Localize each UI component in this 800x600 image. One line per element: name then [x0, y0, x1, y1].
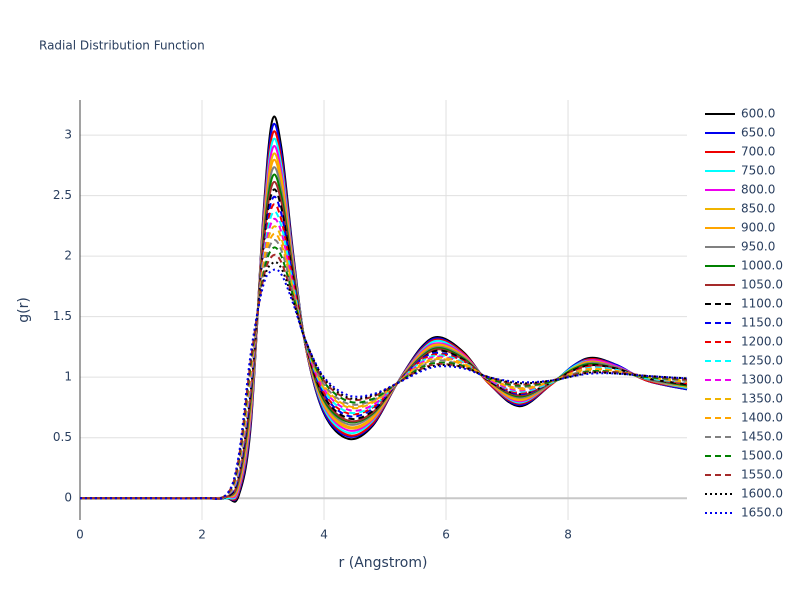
- y-tick-label: 1.5: [53, 309, 72, 323]
- y-tick-label: 0.5: [53, 430, 72, 444]
- legend-label[interactable]: 850.0: [741, 202, 775, 216]
- series-line: [79, 115, 688, 503]
- legend-label[interactable]: 1100.0: [741, 297, 783, 311]
- legend: 600.0 650.0 700.0 750.0 800.0 850.0 900.0 950.0…: [705, 107, 783, 520]
- x-tick-label: 8: [564, 528, 572, 542]
- legend-label[interactable]: 1200.0: [741, 335, 783, 349]
- series-line: [79, 152, 688, 500]
- series-line: [79, 253, 688, 500]
- legend-label[interactable]: 1400.0: [741, 411, 783, 425]
- legend-label[interactable]: 1500.0: [741, 449, 783, 463]
- series-line: [79, 180, 688, 500]
- series-line: [79, 158, 688, 500]
- legend-label[interactable]: 900.0: [741, 221, 775, 235]
- x-tick-label: 4: [320, 528, 328, 542]
- chart-title: Radial Distribution Function: [39, 39, 205, 53]
- y-tick-label: 3: [64, 128, 72, 142]
- series-line: [79, 173, 688, 500]
- legend-label[interactable]: 1450.0: [741, 430, 783, 444]
- series-line: [79, 203, 688, 500]
- legend-label[interactable]: 800.0: [741, 183, 775, 197]
- legend-label[interactable]: 1150.0: [741, 316, 783, 330]
- x-tick-label: 6: [442, 528, 450, 542]
- x-tick-label: 2: [198, 528, 206, 542]
- legend-label[interactable]: 1650.0: [741, 506, 783, 520]
- series-line: [79, 122, 688, 502]
- series-line: [79, 137, 688, 500]
- grid: 0 2 4 6 8 0 0.5 1 1.5 2 2.5 3: [53, 100, 687, 542]
- plot-lines: [79, 115, 688, 503]
- series-line: [79, 195, 688, 500]
- series-line: [79, 188, 688, 500]
- series-line: [79, 261, 688, 500]
- legend-label[interactable]: 1300.0: [741, 373, 783, 387]
- legend-label[interactable]: 750.0: [741, 164, 775, 178]
- legend-label[interactable]: 600.0: [741, 107, 775, 121]
- legend-label[interactable]: 1350.0: [741, 392, 783, 406]
- legend-label[interactable]: 1050.0: [741, 278, 783, 292]
- legend-label[interactable]: 650.0: [741, 126, 775, 140]
- y-tick-label: 2.5: [53, 188, 72, 202]
- y-axis-title: g(r): [16, 297, 32, 323]
- series-line: [79, 130, 688, 501]
- series-line: [79, 166, 688, 500]
- y-tick-label: 2: [64, 249, 72, 263]
- legend-label[interactable]: 1250.0: [741, 354, 783, 368]
- legend-label[interactable]: 950.0: [741, 240, 775, 254]
- y-tick-label: 1: [64, 370, 72, 384]
- legend-label[interactable]: 700.0: [741, 145, 775, 159]
- y-tick-label: 0: [64, 491, 72, 505]
- legend-label[interactable]: 1000.0: [741, 259, 783, 273]
- legend-label[interactable]: 1550.0: [741, 468, 783, 482]
- x-tick-label: 0: [76, 528, 84, 542]
- x-axis-title: r (Angstrom): [339, 555, 428, 571]
- series-line: [79, 145, 688, 500]
- legend-label[interactable]: 1600.0: [741, 487, 783, 501]
- series-line: [79, 268, 688, 500]
- series-line: [79, 210, 688, 500]
